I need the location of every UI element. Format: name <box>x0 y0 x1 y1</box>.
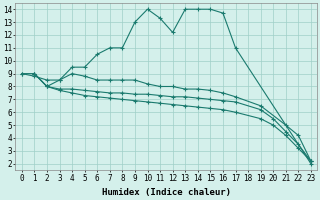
X-axis label: Humidex (Indice chaleur): Humidex (Indice chaleur) <box>102 188 231 197</box>
